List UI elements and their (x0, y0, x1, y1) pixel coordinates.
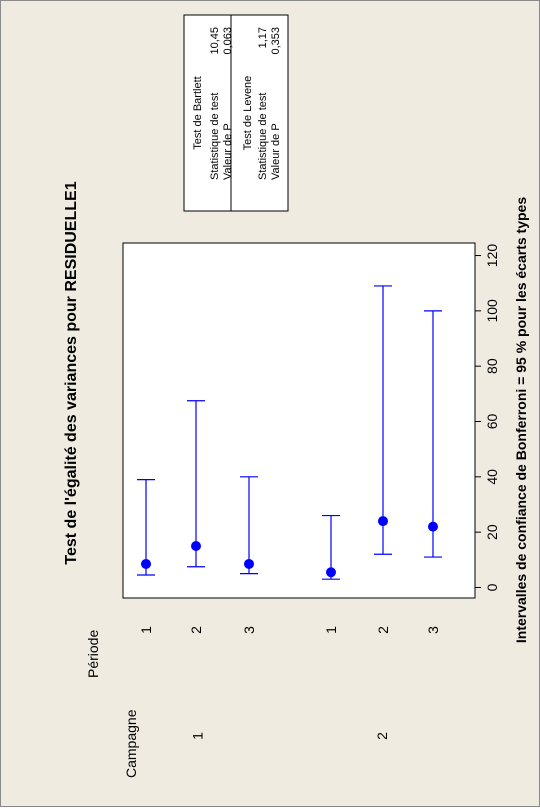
chart-title: Test de l'égalité des variances pour RES… (63, 181, 80, 564)
levene-stat-value: 1,17 (257, 27, 269, 48)
interval-point-1-2 (191, 540, 201, 551)
bartlett-stat-value: 10,45 (209, 27, 221, 55)
interval-point-1-1 (141, 558, 151, 569)
x-tick-label-120: 120 (484, 244, 500, 268)
periode-label-2-3: 3 (425, 626, 441, 634)
campagne-label-1: 1 (190, 732, 206, 740)
interval-marks (137, 285, 442, 580)
bartlett-stat-label: Statistique de test (209, 93, 221, 180)
x-tick-label-100: 100 (484, 299, 500, 323)
campagne-label-2: 2 (374, 732, 390, 740)
stats-box-frame (183, 14, 289, 212)
stats-box: Test de Bartlett Statistique de test 10,… (183, 14, 289, 212)
interval-point-2-1 (326, 567, 336, 578)
x-axis: 0 20 40 60 80 100 120 (475, 244, 500, 591)
category-labels: 1 1 2 3 2 1 2 3 (138, 626, 441, 740)
x-tick-label-20: 20 (484, 524, 500, 540)
plot-area (122, 242, 476, 599)
interval-point-1-3 (244, 558, 254, 569)
levene-stat-label: Statistique de test (257, 93, 269, 180)
bartlett-p-value: 0,063 (222, 27, 234, 55)
x-tick-label-0: 0 (484, 583, 500, 591)
periode-label-2-1: 1 (323, 626, 339, 634)
header-periode: Période (85, 630, 101, 678)
interval-point-2-3 (428, 521, 438, 532)
bartlett-p-label: Valeur de P (222, 123, 234, 180)
periode-label-1-1: 1 (138, 626, 154, 634)
x-tick-label-80: 80 (484, 358, 500, 374)
interval-point-2-2 (378, 516, 388, 527)
levene-title: Test de Levene (242, 76, 254, 151)
periode-label-1-2: 2 (188, 626, 204, 634)
periode-label-1-3: 3 (241, 626, 257, 634)
x-tick-label-40: 40 (484, 469, 500, 485)
levene-p-label: Valeur de P (270, 123, 282, 180)
periode-label-2-2: 2 (375, 626, 391, 634)
x-tick-label-60: 60 (484, 414, 500, 430)
bartlett-title: Test de Bartlett (192, 76, 204, 149)
header-campagne: Campagne (123, 709, 139, 778)
x-axis-label: Intervalles de confiance de Bonferroni =… (513, 197, 529, 643)
levene-p-value: 0,353 (270, 27, 282, 55)
